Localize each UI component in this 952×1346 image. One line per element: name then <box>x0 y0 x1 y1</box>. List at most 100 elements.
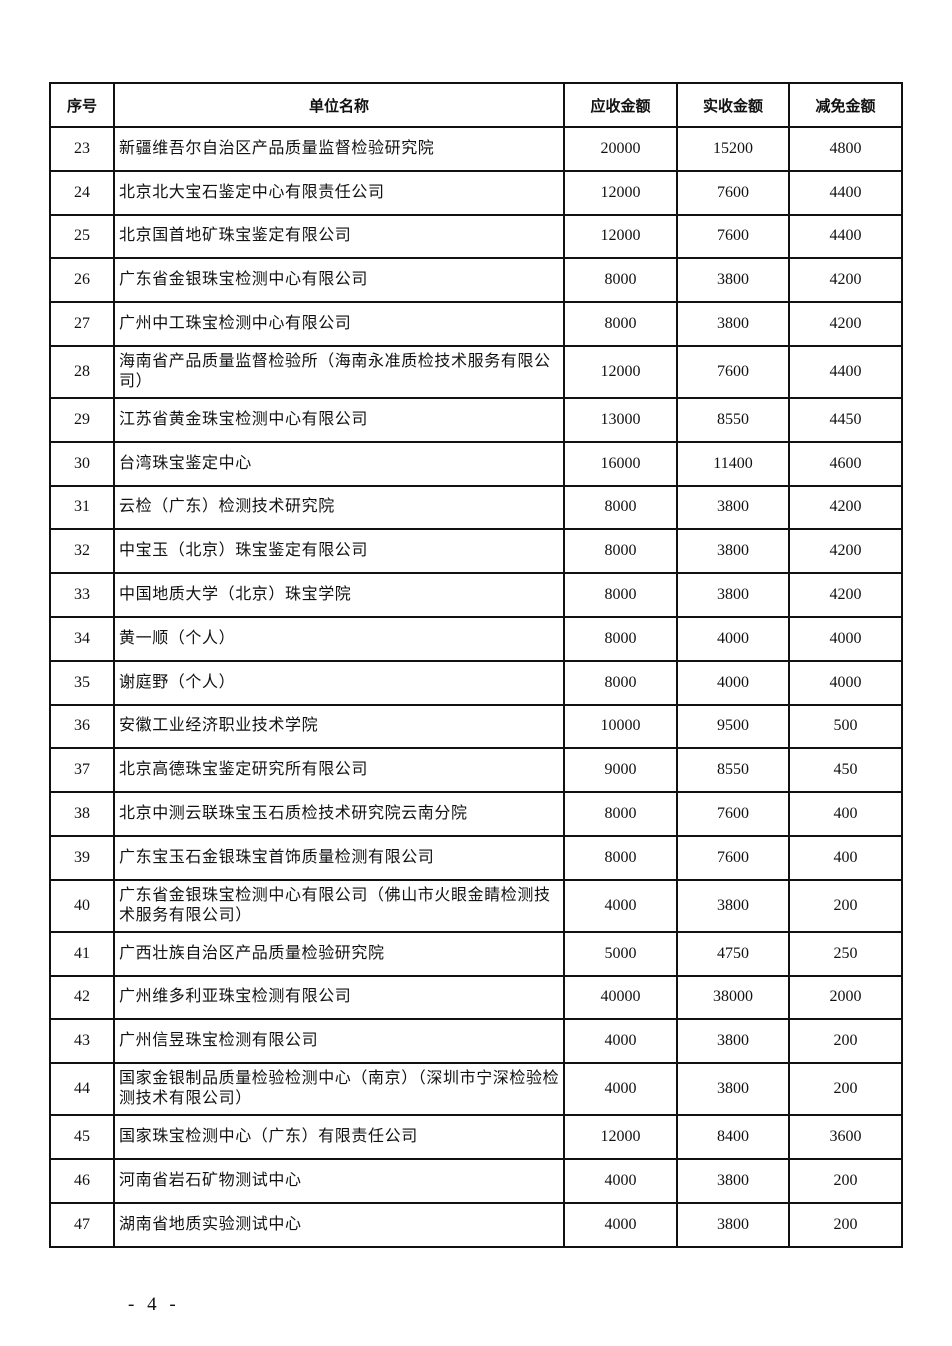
cell-index: 34 <box>49 615 115 662</box>
cell-amount-received: 4750 <box>676 930 790 977</box>
cell-amount-received: 4000 <box>676 659 790 706</box>
cell-amount-due: 16000 <box>563 440 678 487</box>
header-unit-name: 单位名称 <box>113 82 565 128</box>
header-index: 序号 <box>49 82 115 128</box>
cell-index: 27 <box>49 301 115 347</box>
cell-unit-name: 北京国首地矿珠宝鉴定有限公司 <box>113 213 565 260</box>
table-row: 29 江苏省黄金珠宝检测中心有限公司 13000 8550 4450 <box>49 396 903 443</box>
fee-table: 序号 单位名称 应收金额 实收金额 减免金额 23 新疆维吾尔自治区产品质量监督检… <box>49 82 903 1248</box>
cell-amount-waived: 4600 <box>788 440 903 487</box>
cell-index: 41 <box>49 930 115 977</box>
cell-amount-due: 4000 <box>563 1201 678 1248</box>
cell-amount-waived: 4000 <box>788 659 903 706</box>
cell-unit-name: 湖南省地质实验测试中心 <box>113 1201 565 1248</box>
table-row: 28 海南省产品质量监督检验所（海南永准质检技术服务有限公司） 12000 7600 4… <box>49 344 903 399</box>
cell-amount-received: 3800 <box>676 878 790 933</box>
cell-amount-received: 3800 <box>676 301 790 347</box>
table-row: 34 黄一顺（个人） 8000 4000 4000 <box>49 615 903 662</box>
table-row: 24 北京北大宝石鉴定中心有限责任公司 12000 7600 4400 <box>49 169 903 216</box>
cell-amount-received: 3800 <box>676 1018 790 1065</box>
table-row: 25 北京国首地矿珠宝鉴定有限公司 12000 7600 4400 <box>49 213 903 260</box>
cell-unit-name: 谢庭野（个人） <box>113 659 565 706</box>
table-row: 23 新疆维吾尔自治区产品质量监督检验研究院 20000 15200 4800 <box>49 126 903 172</box>
cell-amount-waived: 4400 <box>788 344 903 399</box>
cell-amount-due: 4000 <box>563 878 678 933</box>
cell-amount-due: 40000 <box>563 974 678 1021</box>
cell-index: 23 <box>49 126 115 172</box>
cell-amount-received: 7600 <box>676 213 790 260</box>
cell-unit-name: 河南省岩石矿物测试中心 <box>113 1157 565 1204</box>
cell-amount-received: 3800 <box>676 528 790 575</box>
header-amount-due: 应收金额 <box>563 82 678 128</box>
cell-unit-name: 北京中测云联珠宝玉石质检技术研究院云南分院 <box>113 791 565 837</box>
cell-unit-name: 中宝玉（北京）珠宝鉴定有限公司 <box>113 528 565 575</box>
cell-amount-due: 8000 <box>563 615 678 662</box>
cell-index: 47 <box>49 1201 115 1248</box>
cell-amount-received: 3800 <box>676 484 790 531</box>
table-row: 44 国家金银制品质量检验检测中心（南京）（深圳市宁深检验检测技术有限公司） 400… <box>49 1062 903 1117</box>
cell-unit-name: 广东省金银珠宝检测中心有限公司（佛山市火眼金睛检测技术服务有限公司） <box>113 878 565 933</box>
cell-index: 40 <box>49 878 115 933</box>
header-amount-received: 实收金额 <box>676 82 790 128</box>
cell-amount-waived: 2000 <box>788 974 903 1021</box>
cell-amount-received: 15200 <box>676 126 790 172</box>
table-row: 32 中宝玉（北京）珠宝鉴定有限公司 8000 3800 4200 <box>49 528 903 575</box>
table-row: 38 北京中测云联珠宝玉石质检技术研究院云南分院 8000 7600 400 <box>49 791 903 837</box>
table-row: 36 安徽工业经济职业技术学院 10000 9500 500 <box>49 703 903 750</box>
cell-index: 35 <box>49 659 115 706</box>
cell-index: 29 <box>49 396 115 443</box>
table-row: 46 河南省岩石矿物测试中心 4000 3800 200 <box>49 1157 903 1204</box>
cell-index: 39 <box>49 834 115 881</box>
cell-amount-waived: 200 <box>788 878 903 933</box>
cell-amount-waived: 200 <box>788 1018 903 1065</box>
cell-amount-waived: 4200 <box>788 572 903 618</box>
cell-amount-received: 7600 <box>676 344 790 399</box>
cell-unit-name: 台湾珠宝鉴定中心 <box>113 440 565 487</box>
cell-amount-waived: 400 <box>788 834 903 881</box>
cell-unit-name: 海南省产品质量监督检验所（海南永准质检技术服务有限公司） <box>113 344 565 399</box>
cell-unit-name: 云检（广东）检测技术研究院 <box>113 484 565 531</box>
cell-amount-due: 8000 <box>563 301 678 347</box>
table-row: 37 北京高德珠宝鉴定研究所有限公司 9000 8550 450 <box>49 747 903 794</box>
cell-unit-name: 广西壮族自治区产品质量检验研究院 <box>113 930 565 977</box>
cell-unit-name: 广州信昱珠宝检测有限公司 <box>113 1018 565 1065</box>
cell-index: 33 <box>49 572 115 618</box>
cell-unit-name: 国家金银制品质量检验检测中心（南京）（深圳市宁深检验检测技术有限公司） <box>113 1062 565 1117</box>
cell-amount-due: 10000 <box>563 703 678 750</box>
cell-index: 43 <box>49 1018 115 1065</box>
table-row: 33 中国地质大学（北京）珠宝学院 8000 3800 4200 <box>49 572 903 618</box>
cell-unit-name: 广州维多利亚珠宝检测有限公司 <box>113 974 565 1021</box>
cell-amount-received: 8400 <box>676 1114 790 1160</box>
cell-amount-due: 5000 <box>563 930 678 977</box>
cell-index: 28 <box>49 344 115 399</box>
cell-amount-waived: 3600 <box>788 1114 903 1160</box>
cell-amount-due: 8000 <box>563 257 678 304</box>
cell-index: 30 <box>49 440 115 487</box>
cell-amount-waived: 200 <box>788 1201 903 1248</box>
cell-amount-waived: 4200 <box>788 257 903 304</box>
cell-index: 37 <box>49 747 115 794</box>
cell-amount-waived: 400 <box>788 791 903 837</box>
cell-amount-due: 12000 <box>563 1114 678 1160</box>
cell-unit-name: 广东省金银珠宝检测中心有限公司 <box>113 257 565 304</box>
cell-amount-waived: 500 <box>788 703 903 750</box>
cell-amount-received: 3800 <box>676 1157 790 1204</box>
cell-index: 38 <box>49 791 115 837</box>
cell-index: 44 <box>49 1062 115 1117</box>
table-row: 42 广州维多利亚珠宝检测有限公司 40000 38000 2000 <box>49 974 903 1021</box>
cell-unit-name: 北京北大宝石鉴定中心有限责任公司 <box>113 169 565 216</box>
cell-amount-received: 3800 <box>676 1062 790 1117</box>
table-row: 39 广东宝玉石金银珠宝首饰质量检测有限公司 8000 7600 400 <box>49 834 903 881</box>
cell-amount-received: 7600 <box>676 834 790 881</box>
cell-amount-received: 8550 <box>676 396 790 443</box>
cell-amount-waived: 4200 <box>788 301 903 347</box>
cell-amount-due: 8000 <box>563 791 678 837</box>
table-row: 40 广东省金银珠宝检测中心有限公司（佛山市火眼金睛检测技术服务有限公司） 4000… <box>49 878 903 933</box>
cell-index: 42 <box>49 974 115 1021</box>
cell-amount-received: 11400 <box>676 440 790 487</box>
cell-index: 31 <box>49 484 115 531</box>
cell-index: 25 <box>49 213 115 260</box>
cell-amount-due: 4000 <box>563 1157 678 1204</box>
cell-amount-received: 3800 <box>676 1201 790 1248</box>
cell-amount-received: 7600 <box>676 791 790 837</box>
